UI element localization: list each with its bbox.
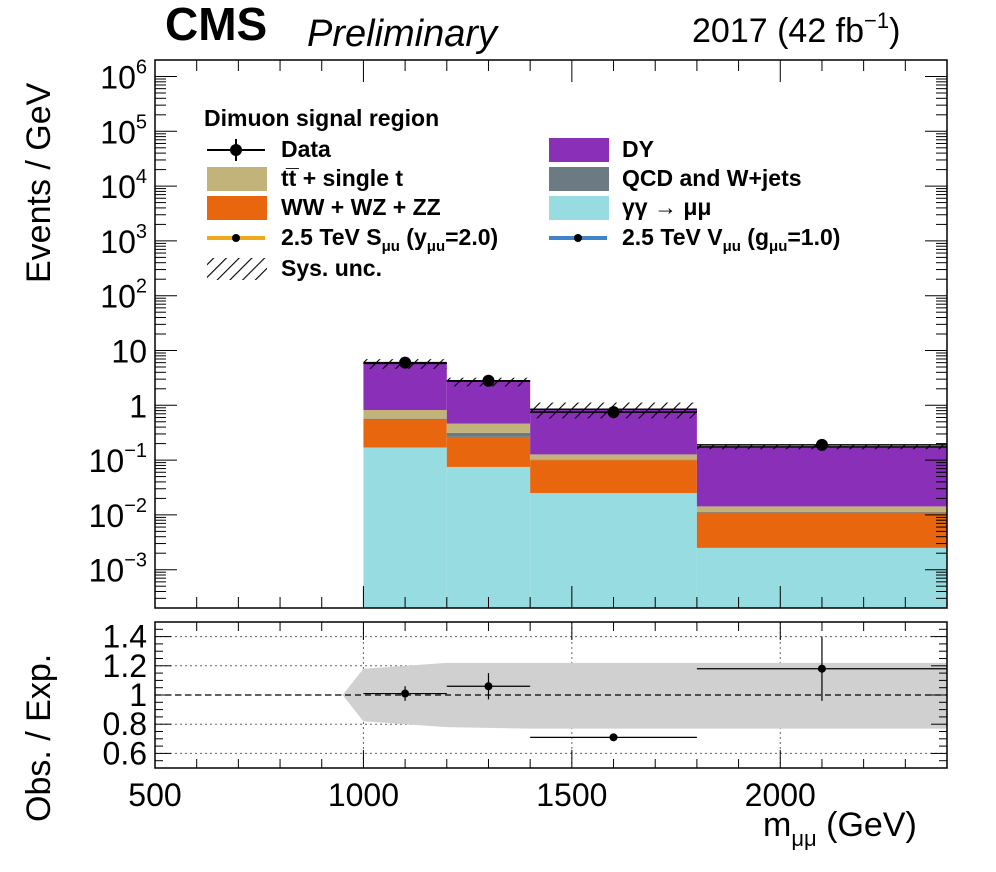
stack-bar-tt-single-t	[363, 410, 447, 419]
ratio-y-axis-title: Obs. / Exp.	[20, 654, 58, 822]
legend-entry-vector-signal: 2.5 TeV Vμu (gμu=1.0)	[549, 224, 840, 255]
y-tick-label: 104	[100, 166, 147, 205]
ratio-y-tick-label: 0.8	[103, 706, 147, 742]
y-tick-label: 102	[100, 276, 147, 315]
legend-header: Dimuon signal region	[204, 105, 439, 131]
stack-bar--	[446, 466, 531, 608]
svg-text:DY: DY	[622, 136, 654, 162]
legend-entry-photon-fusion: γγ → μμ	[549, 194, 712, 220]
x-tick-label: 1500	[536, 777, 607, 813]
ratio-point	[484, 682, 493, 691]
y-tick-label: 10	[111, 333, 147, 369]
x-tick-label: 1000	[328, 777, 399, 813]
y-tick-label: 10−2	[89, 495, 147, 534]
ratio-unc-band	[342, 662, 947, 729]
y-tick-label: 103	[100, 221, 147, 260]
y-tick-label: 106	[100, 56, 147, 95]
stack-bar-tt-single-t	[530, 454, 697, 460]
stack-bar-tt-single-t	[696, 506, 947, 512]
data-point	[815, 438, 828, 451]
svg-text:WW + WZ + ZZ: WW + WZ + ZZ	[281, 194, 441, 220]
legend: Dimuon signal region Data DY tt̅ + singl…	[204, 105, 840, 281]
ratio-y-tick-labels: 1.41.210.80.6	[103, 619, 147, 772]
legend-entry-diboson: WW + WZ + ZZ	[207, 194, 441, 220]
svg-text:γγ → μμ: γγ → μμ	[622, 194, 712, 220]
stack-bar-ww-wz-zz	[530, 460, 697, 494]
stack-bar--	[363, 447, 447, 608]
x-tick-label: 2000	[745, 777, 816, 813]
legend-entry-top: tt̅ + single t	[207, 165, 403, 191]
data-point	[607, 406, 620, 419]
status-label: Preliminary	[307, 13, 499, 55]
svg-text:2.5 TeV Sμu (yμu=2.0): 2.5 TeV Sμu (yμu=2.0)	[281, 224, 498, 255]
ratio-uncertainty-band	[155, 662, 947, 729]
stack-bar-dy	[696, 446, 947, 507]
stacked-histogram	[363, 362, 947, 608]
ratio-points	[363, 636, 947, 742]
stack-bar-tt-single-t	[446, 423, 531, 433]
data-point	[399, 356, 412, 369]
x-tick-label: 500	[128, 777, 181, 813]
svg-text:2.5 TeV Vμu (gμu=1.0): 2.5 TeV Vμu (gμu=1.0)	[622, 224, 840, 255]
stack-bar-qcd-and-w-jets	[446, 432, 531, 437]
stack-bar-dy	[446, 381, 531, 424]
data-point	[482, 374, 495, 387]
main-axis-ticks	[154, 59, 948, 609]
legend-entry-sys-unc: Sys. unc.	[207, 255, 382, 281]
ratio-y-tick-label: 1.4	[103, 619, 147, 655]
legend-entry-scalar-signal: 2.5 TeV Sμu (yμu=2.0)	[207, 224, 498, 255]
ratio-point	[401, 689, 410, 698]
stack-bar-qcd-and-w-jets	[696, 511, 947, 513]
y-tick-label: 1	[129, 388, 147, 424]
stack-bar-dy	[363, 363, 447, 411]
y-tick-label: 105	[100, 111, 147, 150]
y-axis-title: Events / GeV	[20, 82, 58, 283]
x-axis-title: mμμ (GeV)	[763, 806, 917, 851]
lumi-label: 2017 (42 fb−1)	[692, 8, 900, 50]
legend-entry-data: Data	[207, 136, 331, 162]
legend-entry-dy: DY	[549, 136, 654, 162]
y-tick-label: 10−1	[89, 440, 147, 479]
legend-entry-qcd: QCD and W+jets	[549, 165, 802, 191]
svg-text:Data: Data	[281, 136, 331, 162]
stack-bar-ww-wz-zz	[363, 419, 447, 448]
svg-text:QCD and W+jets: QCD and W+jets	[622, 165, 802, 191]
data-points	[363, 356, 947, 451]
stack-bar-ww-wz-zz	[696, 512, 947, 548]
ratio-axis-ticks	[154, 621, 948, 769]
ratio-y-tick-label: 1	[129, 677, 147, 713]
stack-bar-ww-wz-zz	[446, 436, 531, 467]
experiment-label: CMS	[165, 0, 267, 50]
ratio-y-tick-label: 0.6	[103, 735, 147, 771]
ratio-point	[817, 664, 826, 673]
x-tick-labels: 500 1000 1500 2000	[128, 777, 816, 813]
stack-bar--	[530, 493, 697, 608]
y-tick-label: 10−3	[89, 550, 147, 589]
ratio-y-tick-label: 1.2	[103, 648, 147, 684]
svg-text:Sys. unc.: Sys. unc.	[281, 255, 382, 281]
stack-bar-qcd-and-w-jets	[363, 418, 447, 420]
ratio-point	[609, 733, 618, 742]
svg-text:tt̅ + single t: tt̅ + single t	[281, 165, 403, 191]
